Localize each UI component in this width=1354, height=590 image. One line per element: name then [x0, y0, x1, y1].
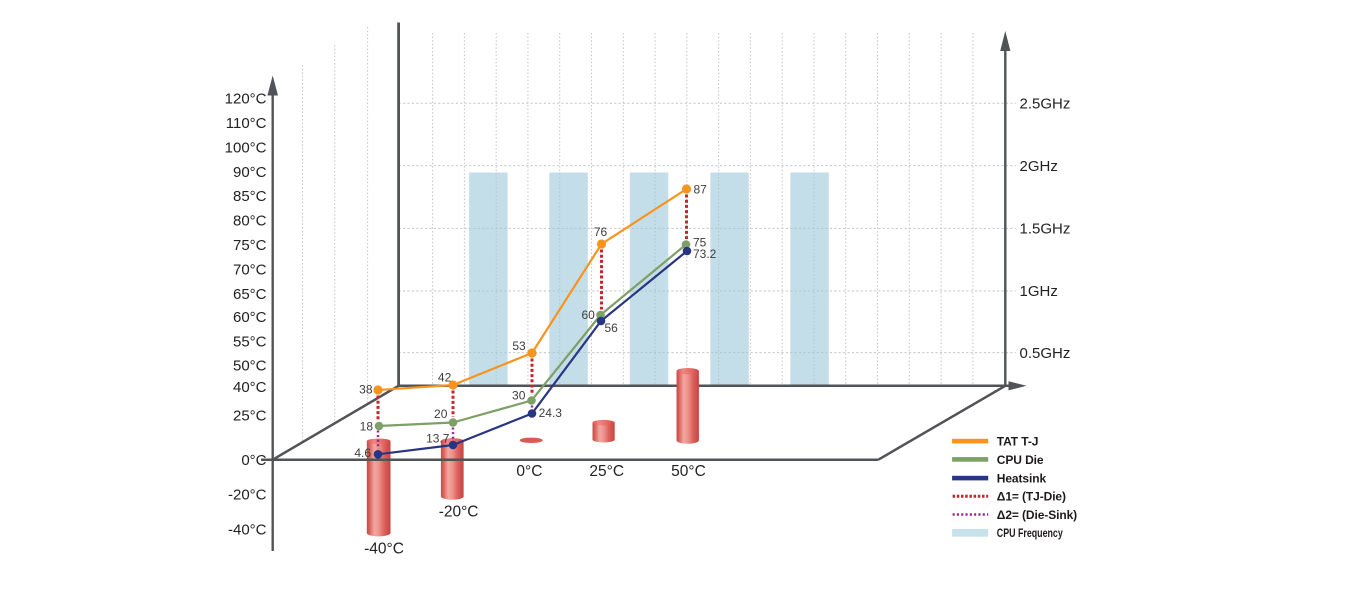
svg-text:TAT T-J: TAT T-J: [997, 435, 1039, 449]
svg-text:24.3: 24.3: [539, 406, 563, 420]
svg-text:Δ2= (Die-Sink): Δ2= (Die-Sink): [997, 508, 1077, 522]
svg-text:18: 18: [360, 420, 374, 434]
svg-text:Δ1= (TJ-Die): Δ1= (TJ-Die): [997, 490, 1066, 504]
svg-text:42: 42: [438, 371, 452, 385]
svg-text:1.5GHz: 1.5GHz: [1020, 221, 1071, 238]
svg-text:4.6: 4.6: [354, 446, 371, 460]
svg-text:-20°C: -20°C: [439, 503, 479, 520]
svg-text:75°C: 75°C: [233, 237, 267, 254]
svg-text:25°C: 25°C: [233, 407, 267, 424]
svg-text:60: 60: [581, 308, 595, 322]
svg-text:0°C: 0°C: [516, 463, 542, 480]
svg-text:20: 20: [434, 407, 448, 421]
svg-text:40°C: 40°C: [233, 379, 267, 396]
svg-text:CPU Frequency: CPU Frequency: [997, 528, 1063, 540]
svg-text:Heatsink: Heatsink: [997, 472, 1047, 486]
svg-text:50°C: 50°C: [671, 463, 706, 480]
svg-text:70°C: 70°C: [233, 261, 267, 278]
svg-text:120°C: 120°C: [225, 91, 267, 108]
svg-text:30: 30: [512, 389, 526, 403]
svg-text:2.5GHz: 2.5GHz: [1020, 95, 1071, 112]
svg-text:2GHz: 2GHz: [1020, 158, 1058, 175]
svg-text:1GHz: 1GHz: [1020, 283, 1058, 300]
svg-text:60°C: 60°C: [233, 309, 267, 326]
svg-text:-40°C: -40°C: [228, 522, 267, 539]
svg-text:56: 56: [605, 321, 619, 335]
svg-text:75: 75: [693, 236, 707, 250]
svg-text:0°C: 0°C: [241, 452, 266, 469]
svg-text:85°C: 85°C: [233, 188, 267, 205]
svg-text:-20°C: -20°C: [228, 487, 267, 504]
svg-text:38: 38: [359, 383, 373, 397]
svg-text:25°C: 25°C: [589, 463, 624, 480]
svg-text:87: 87: [694, 183, 708, 197]
svg-text:50°C: 50°C: [233, 358, 267, 375]
svg-text:110°C: 110°C: [226, 115, 267, 132]
svg-text:0.5GHz: 0.5GHz: [1020, 345, 1071, 362]
svg-text:CPU Die: CPU Die: [997, 453, 1044, 467]
svg-text:-40°C: -40°C: [364, 540, 404, 557]
svg-text:13.7: 13.7: [426, 432, 450, 446]
svg-text:76: 76: [594, 225, 608, 239]
svg-text:100°C: 100°C: [225, 139, 267, 156]
svg-text:53: 53: [512, 339, 526, 353]
svg-text:80°C: 80°C: [233, 213, 267, 230]
svg-text:65°C: 65°C: [233, 286, 267, 303]
svg-text:73.2: 73.2: [693, 247, 717, 261]
svg-text:90°C: 90°C: [233, 164, 267, 181]
svg-text:55°C: 55°C: [233, 334, 267, 351]
